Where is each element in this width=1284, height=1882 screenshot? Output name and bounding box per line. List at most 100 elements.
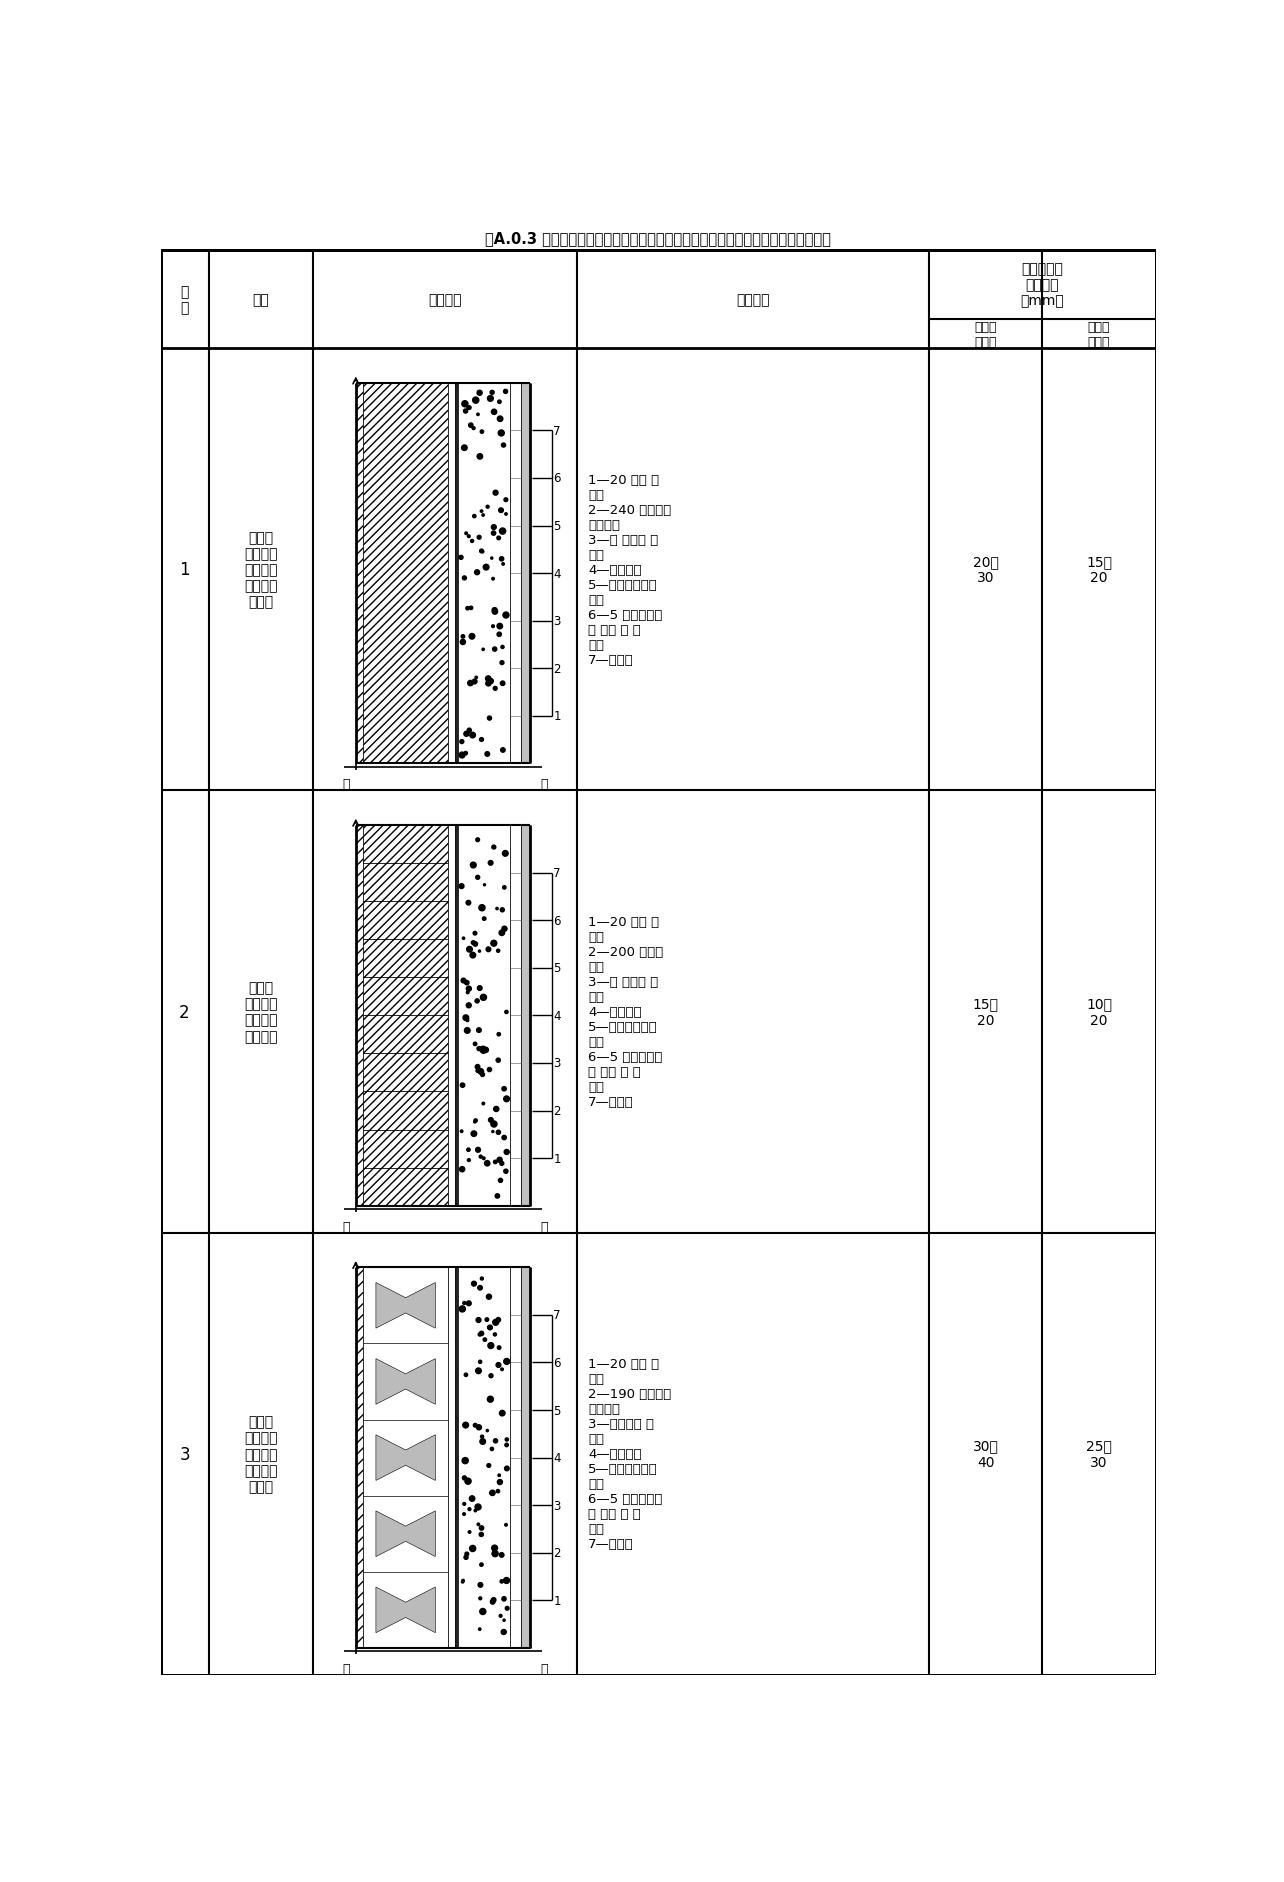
Text: 6: 6 xyxy=(553,1357,561,1370)
Text: 外: 外 xyxy=(541,1662,548,1675)
Circle shape xyxy=(499,1615,502,1617)
Circle shape xyxy=(460,753,465,758)
Circle shape xyxy=(465,1553,469,1556)
Bar xyxy=(521,384,530,764)
Circle shape xyxy=(460,885,464,888)
Circle shape xyxy=(497,1479,502,1485)
Circle shape xyxy=(493,647,497,651)
Circle shape xyxy=(499,529,506,534)
Text: 7: 7 xyxy=(553,425,561,439)
Circle shape xyxy=(464,753,467,755)
Circle shape xyxy=(464,1556,469,1560)
Circle shape xyxy=(478,1523,480,1526)
Circle shape xyxy=(492,410,497,416)
Circle shape xyxy=(471,1282,476,1287)
Circle shape xyxy=(485,753,489,757)
Circle shape xyxy=(464,732,469,738)
Circle shape xyxy=(473,397,479,405)
Circle shape xyxy=(461,979,466,984)
Circle shape xyxy=(480,996,487,1001)
Polygon shape xyxy=(376,1511,435,1556)
Circle shape xyxy=(478,391,483,395)
Circle shape xyxy=(499,1412,505,1415)
Circle shape xyxy=(478,1332,482,1336)
Circle shape xyxy=(505,499,507,502)
Circle shape xyxy=(492,525,496,531)
Circle shape xyxy=(480,431,484,435)
Circle shape xyxy=(497,1033,501,1037)
Circle shape xyxy=(485,681,490,687)
Circle shape xyxy=(473,679,476,685)
Text: 25～
30: 25～ 30 xyxy=(1086,1440,1112,1470)
Circle shape xyxy=(467,1159,470,1161)
Circle shape xyxy=(479,950,480,952)
Circle shape xyxy=(473,932,476,935)
Circle shape xyxy=(506,1607,508,1611)
Circle shape xyxy=(483,1338,487,1342)
Circle shape xyxy=(475,1148,480,1152)
Text: 7: 7 xyxy=(553,868,561,879)
Circle shape xyxy=(488,1067,492,1073)
Circle shape xyxy=(497,416,503,422)
Bar xyxy=(456,826,458,1206)
Circle shape xyxy=(470,606,473,610)
Circle shape xyxy=(474,1120,478,1122)
Bar xyxy=(521,1268,530,1649)
Circle shape xyxy=(502,563,505,566)
Circle shape xyxy=(498,1474,501,1477)
Circle shape xyxy=(467,728,471,732)
Circle shape xyxy=(465,1479,471,1485)
Circle shape xyxy=(465,1028,470,1033)
Circle shape xyxy=(490,557,493,559)
Circle shape xyxy=(464,1016,469,1020)
Circle shape xyxy=(474,1423,476,1427)
Circle shape xyxy=(482,514,484,518)
Circle shape xyxy=(490,1122,497,1127)
Circle shape xyxy=(493,1332,497,1336)
Circle shape xyxy=(476,1069,479,1073)
Bar xyxy=(458,826,510,1206)
Circle shape xyxy=(460,1167,465,1172)
Text: 表A.0.3 夏热冬冷和夏热冬暖地区农村居住建筑外墙外保温构造形式和保温材料厚度: 表A.0.3 夏热冬冷和夏热冬暖地区农村居住建筑外墙外保温构造形式和保温材料厚度 xyxy=(485,231,831,247)
Circle shape xyxy=(503,1359,510,1364)
Circle shape xyxy=(479,1156,483,1159)
Circle shape xyxy=(469,634,475,640)
Text: 名称: 名称 xyxy=(253,294,270,307)
Circle shape xyxy=(498,508,503,514)
Circle shape xyxy=(488,1344,494,1349)
Circle shape xyxy=(498,401,501,405)
Circle shape xyxy=(505,391,507,393)
Text: 30～
40: 30～ 40 xyxy=(973,1440,999,1470)
Bar xyxy=(356,1268,363,1649)
Circle shape xyxy=(492,1551,498,1556)
Circle shape xyxy=(462,937,465,939)
Circle shape xyxy=(475,1504,482,1509)
Text: 3: 3 xyxy=(553,1058,561,1069)
Circle shape xyxy=(466,1003,471,1009)
Circle shape xyxy=(490,391,494,395)
Circle shape xyxy=(460,640,466,646)
Text: 内: 内 xyxy=(343,1220,351,1233)
Circle shape xyxy=(466,1020,469,1022)
Circle shape xyxy=(503,614,508,619)
Text: 6: 6 xyxy=(553,472,561,486)
Circle shape xyxy=(476,837,479,841)
Circle shape xyxy=(478,1285,483,1291)
Circle shape xyxy=(496,1317,501,1323)
Circle shape xyxy=(479,905,485,911)
Circle shape xyxy=(488,397,493,403)
Circle shape xyxy=(480,1046,485,1052)
Circle shape xyxy=(462,1513,465,1515)
Circle shape xyxy=(469,1530,471,1534)
Circle shape xyxy=(492,1492,493,1494)
Circle shape xyxy=(505,1011,508,1014)
Circle shape xyxy=(474,1122,476,1124)
Circle shape xyxy=(480,1564,483,1566)
Text: 序
号: 序 号 xyxy=(180,284,189,314)
Circle shape xyxy=(462,1423,469,1428)
Circle shape xyxy=(499,661,503,664)
Circle shape xyxy=(503,390,507,393)
Bar xyxy=(510,384,521,764)
Circle shape xyxy=(458,555,464,561)
Circle shape xyxy=(461,636,465,638)
